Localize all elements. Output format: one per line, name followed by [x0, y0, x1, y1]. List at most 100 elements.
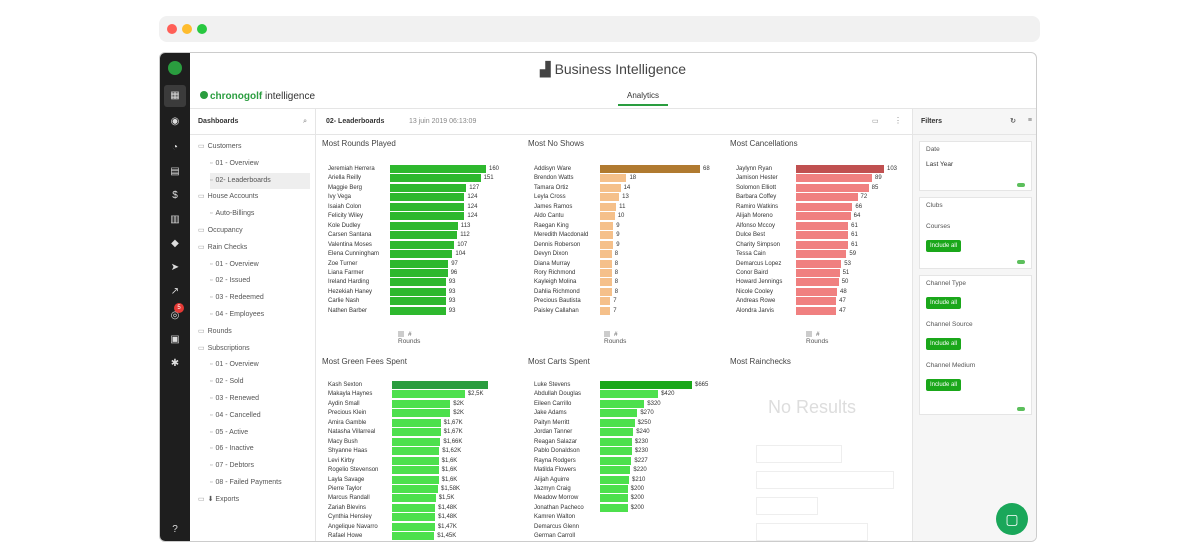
data-bar[interactable]: [796, 259, 842, 268]
data-bar[interactable]: [392, 418, 441, 427]
sidebar-item[interactable]: ▫ 01 - Overview: [210, 257, 310, 273]
data-bar[interactable]: [600, 437, 632, 446]
data-bar[interactable]: [600, 466, 631, 475]
analytics-icon[interactable]: ▦: [170, 90, 180, 101]
data-bar[interactable]: [390, 212, 465, 221]
data-bar[interactable]: [600, 165, 700, 173]
sidebar-item[interactable]: ▭ Subscriptions: [198, 341, 310, 357]
data-bar[interactable]: [390, 174, 481, 183]
data-bar[interactable]: [796, 306, 837, 315]
data-bar[interactable]: [600, 475, 630, 484]
data-bar[interactable]: [796, 250, 847, 259]
filter-toggle[interactable]: [1017, 407, 1025, 411]
data-bar[interactable]: [796, 202, 853, 211]
data-bar[interactable]: [796, 193, 858, 202]
data-bar[interactable]: [390, 240, 455, 249]
close-window-icon[interactable]: [167, 24, 177, 34]
data-bar[interactable]: [600, 231, 614, 240]
data-bar[interactable]: [600, 259, 612, 268]
data-bar[interactable]: [600, 503, 628, 512]
data-bar[interactable]: [390, 297, 446, 306]
data-bar[interactable]: [600, 212, 615, 221]
data-bar[interactable]: [392, 437, 441, 446]
more-options-icon[interactable]: ⋮: [894, 116, 902, 125]
dollar-icon[interactable]: $: [172, 190, 178, 201]
sidebar-item[interactable]: ▫ 02 - Sold: [210, 374, 310, 390]
data-bar[interactable]: [796, 268, 840, 277]
data-bar[interactable]: [600, 456, 632, 465]
sidebar-item[interactable]: ▫ 01 - Overview: [210, 357, 310, 373]
minimize-window-icon[interactable]: [182, 24, 192, 34]
data-bar[interactable]: [600, 428, 634, 437]
data-bar[interactable]: [392, 456, 439, 465]
user-circle-icon[interactable]: ◉: [170, 116, 180, 127]
data-bar[interactable]: [392, 522, 435, 531]
data-bar[interactable]: [796, 212, 851, 221]
data-bar[interactable]: [796, 297, 837, 306]
data-bar[interactable]: [600, 399, 645, 408]
data-bar[interactable]: [390, 278, 446, 287]
include-all-button[interactable]: Include all: [926, 297, 962, 309]
help-icon[interactable]: ?: [172, 524, 178, 535]
chart-line-icon[interactable]: ↗: [170, 286, 180, 297]
maximize-window-icon[interactable]: [197, 24, 207, 34]
sidebar-item[interactable]: ▭ ⬇ Exports: [198, 492, 310, 508]
chat-button[interactable]: ▢: [996, 503, 1028, 535]
data-bar[interactable]: [600, 409, 638, 418]
book-icon[interactable]: ▣: [170, 334, 180, 345]
data-bar[interactable]: [796, 278, 839, 287]
notifications-icon[interactable]: ◎: [170, 310, 180, 321]
data-bar[interactable]: [392, 381, 489, 389]
data-bar[interactable]: [796, 287, 837, 296]
data-bar[interactable]: [796, 231, 849, 240]
data-bar[interactable]: [390, 268, 448, 277]
sidebar-item[interactable]: ▫ 07 - Debtors: [210, 458, 310, 474]
sidebar-item[interactable]: ▫ 05 - Active: [210, 425, 310, 441]
data-bar[interactable]: [392, 447, 440, 456]
data-bar[interactable]: [390, 165, 486, 173]
data-bar[interactable]: [392, 532, 435, 541]
sidebar-item[interactable]: ▫ 04 - Employees: [210, 307, 310, 323]
clock-icon[interactable]: ◔: [171, 142, 179, 153]
data-bar[interactable]: [600, 221, 614, 230]
tag-icon[interactable]: ◆: [171, 238, 179, 249]
data-bar[interactable]: [390, 202, 465, 211]
data-bar[interactable]: [390, 306, 446, 315]
sidebar-item[interactable]: ▫ 04 - Cancelled: [210, 408, 310, 424]
data-bar[interactable]: [392, 390, 465, 399]
data-bar[interactable]: [390, 259, 449, 268]
data-bar[interactable]: [600, 268, 612, 277]
data-bar[interactable]: [392, 466, 439, 475]
include-all-button[interactable]: Include all: [926, 240, 962, 252]
sidebar-item[interactable]: ▭ Occupancy: [198, 223, 310, 239]
data-bar[interactable]: [600, 484, 628, 493]
sidebar-item[interactable]: ▫ 03 - Redeemed: [210, 290, 310, 306]
data-bar[interactable]: [390, 221, 458, 230]
data-bar[interactable]: [600, 447, 632, 456]
data-bar[interactable]: [600, 174, 627, 183]
sidebar-item[interactable]: ▫ 03 - Renewed: [210, 391, 310, 407]
data-bar[interactable]: [392, 503, 436, 512]
data-bar[interactable]: [390, 193, 465, 202]
data-bar[interactable]: [600, 381, 692, 389]
data-bar[interactable]: [796, 183, 869, 192]
include-all-button[interactable]: Include all: [926, 338, 962, 350]
logo-icon[interactable]: [168, 61, 182, 75]
keyboard-icon[interactable]: ▭: [872, 118, 879, 125]
menu-icon[interactable]: ≡: [1027, 117, 1032, 124]
data-bar[interactable]: [796, 221, 849, 230]
filter-date[interactable]: Date Last Year: [919, 141, 1032, 191]
sidebar-item[interactable]: ▭ House Accounts: [198, 189, 310, 205]
sidebar-item[interactable]: ▫ 06 - Inactive: [210, 441, 310, 457]
sidebar-item[interactable]: ▫ 01 - Overview: [210, 156, 310, 172]
data-bar[interactable]: [600, 494, 628, 503]
printer-icon[interactable]: ▥: [170, 214, 180, 225]
gear-icon[interactable]: ✱: [170, 358, 180, 369]
sidebar-item[interactable]: ▭ Customers: [198, 139, 310, 155]
data-bar[interactable]: [392, 513, 436, 522]
data-bar[interactable]: [392, 475, 439, 484]
data-bar[interactable]: [392, 399, 451, 408]
sidebar-item[interactable]: ▫ 02 - Issued: [210, 273, 310, 289]
data-bar[interactable]: [390, 231, 458, 240]
data-bar[interactable]: [600, 287, 612, 296]
